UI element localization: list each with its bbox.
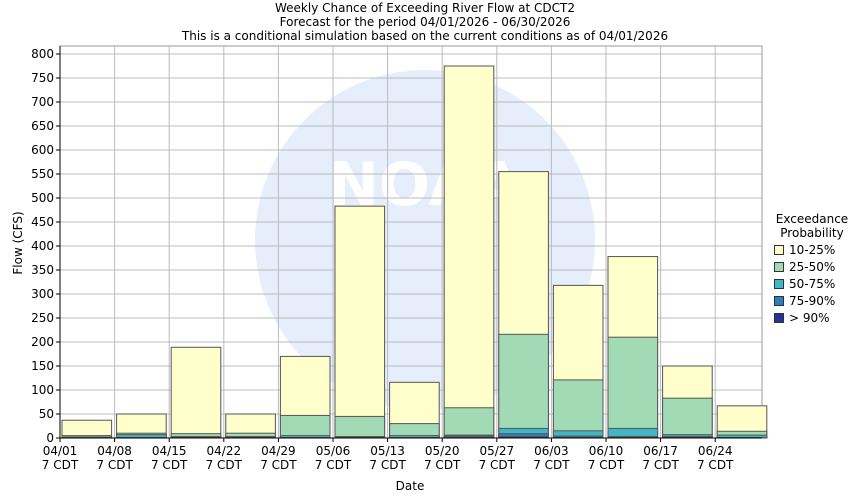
legend-item: 25-50% (774, 258, 850, 275)
bar-25-50--06-17 (662, 397, 713, 439)
legend-label: 25-50% (789, 259, 836, 274)
bar-25-50--05-27 (498, 333, 549, 439)
x-tick-label: 04/01 (43, 444, 78, 458)
legend-swatch (774, 295, 784, 306)
x-tick-label: 05/13 (370, 444, 405, 458)
bar-10-25--05-06 (334, 205, 386, 439)
legend-item: 75-90% (774, 292, 850, 309)
x-tick-label: 06/17 (643, 444, 678, 458)
x-tick-label: 04/22 (207, 444, 242, 458)
x-tick-sublabel: 7 CDT (369, 458, 406, 472)
x-tick-label: 05/27 (480, 444, 515, 458)
y-tick-label: 150 (31, 359, 54, 373)
y-tick-label: 550 (31, 167, 54, 181)
y-tick-label: 0 (46, 431, 54, 445)
bar-10-25--04-15 (170, 346, 222, 439)
x-tick-sublabel: 7 CDT (315, 458, 352, 472)
y-tick-label: 700 (31, 95, 54, 109)
bar-10-25--05-20 (443, 65, 495, 439)
chart-subtitle-2: This is a conditional simulation based o… (181, 29, 669, 43)
y-tick-label: 250 (31, 311, 54, 325)
legend-item: > 90% (774, 309, 850, 326)
legend: Exceedance Probability 10-25% 25-50% 50-75… (772, 212, 850, 326)
legend-subtitle: Probability (780, 226, 844, 240)
legend-swatch (774, 278, 784, 289)
y-tick-label: 600 (31, 143, 54, 157)
y-tick-label: 100 (31, 383, 54, 397)
x-tick-sublabel: 7 CDT (151, 458, 188, 472)
x-tick-label: 06/10 (589, 444, 624, 458)
chart-subtitle: Forecast for the period 04/01/2026 - 06/… (279, 15, 571, 29)
x-tick-sublabel: 7 CDT (96, 458, 133, 472)
legend-title: Exceedance (775, 212, 849, 226)
legend-swatch (774, 244, 784, 255)
y-tick-label: 50 (39, 407, 54, 421)
legend-swatch (774, 261, 784, 272)
x-tick-sublabel: 7 CDT (642, 458, 679, 472)
legend-item: 10-25% (774, 241, 850, 258)
y-tick-label: 500 (31, 191, 54, 205)
bar-25-50--06-10 (607, 336, 659, 439)
x-tick-label: 06/24 (698, 444, 733, 458)
legend-label: 10-25% (789, 242, 836, 257)
y-tick-label: 650 (31, 119, 54, 133)
x-tick-label: 06/03 (534, 444, 569, 458)
legend-swatch (774, 312, 784, 323)
x-tick-sublabel: 7 CDT (697, 458, 734, 472)
x-tick-sublabel: 7 CDT (533, 458, 570, 472)
y-tick-label: 450 (31, 215, 54, 229)
legend-label: 75-90% (789, 293, 836, 308)
y-tick-label: 350 (31, 263, 54, 277)
legend-item: 50-75% (774, 275, 850, 292)
x-tick-sublabel: 7 CDT (424, 458, 461, 472)
x-tick-sublabel: 7 CDT (206, 458, 243, 472)
legend-label: 50-75% (789, 276, 836, 291)
y-tick-label: 200 (31, 335, 54, 349)
y-tick-label: 800 (31, 47, 54, 61)
chart-title: Weekly Chance of Exceeding River Flow at… (274, 1, 576, 15)
bar-25-50--06-03 (552, 379, 604, 439)
x-tick-label: 04/29 (261, 444, 296, 458)
bar-25-50--05-20 (443, 407, 495, 439)
y-tick-label: 300 (31, 287, 54, 301)
y-axis-label: Flow (CFS) (11, 211, 25, 274)
y-tick-label: 400 (31, 239, 54, 253)
x-tick-sublabel: 7 CDT (588, 458, 625, 472)
x-tick-label: 04/08 (97, 444, 132, 458)
bar-25-50--05-06 (334, 415, 386, 439)
bar-25-50--04-29 (279, 414, 331, 439)
x-tick-label: 05/20 (425, 444, 460, 458)
x-axis-label: Date (396, 479, 425, 493)
x-tick-label: 04/15 (152, 444, 187, 458)
x-tick-sublabel: 7 CDT (42, 458, 79, 472)
x-tick-sublabel: 7 CDT (260, 458, 297, 472)
legend-label: > 90% (789, 310, 830, 325)
x-tick-label: 05/06 (316, 444, 351, 458)
x-tick-sublabel: 7 CDT (479, 458, 516, 472)
y-tick-label: 750 (31, 71, 54, 85)
